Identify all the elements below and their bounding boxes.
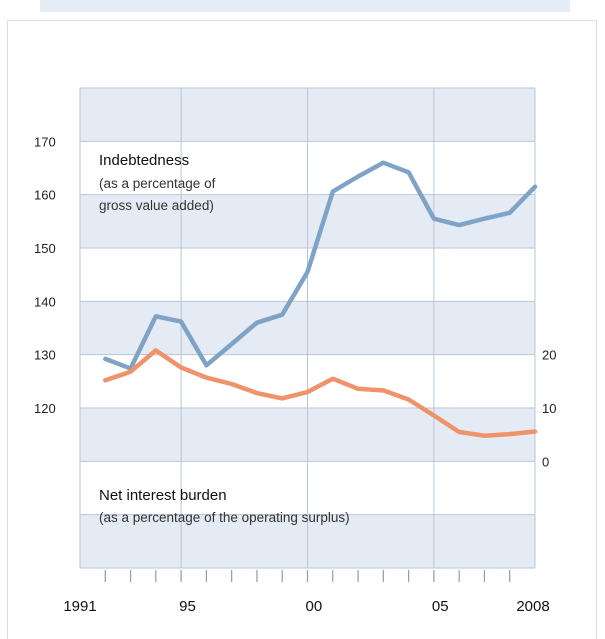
chart-grid [79, 87, 536, 569]
right-tick-label: 10 [542, 401, 556, 416]
series-subtitle-indebtedness-line2: gross value added) [99, 198, 214, 213]
left-tick-label: 120 [34, 401, 56, 416]
left-tick-label: 150 [34, 241, 56, 256]
x-tick-label: 1991 [63, 598, 96, 615]
x-tick-label: 05 [432, 598, 449, 615]
left-tick-label: 140 [34, 294, 56, 309]
right-tick-label: 20 [542, 348, 556, 363]
left-tick-label: 170 [34, 134, 56, 149]
series-label-net-interest: Net interest burden [99, 487, 227, 504]
right-tick-label: 0 [542, 454, 549, 469]
x-tick-label: 2008 [516, 598, 549, 615]
left-tick-label: 130 [34, 348, 56, 363]
left-tick-label: 160 [34, 188, 56, 203]
series-line-1 [103, 348, 538, 438]
series-line-0 [103, 160, 538, 371]
right-axis-ticks: 0 10 20 [542, 348, 556, 470]
x-tick-label: 00 [306, 598, 323, 615]
series-subtitle-indebtedness-line1: (as a percentage of [99, 176, 216, 191]
x-tick-label: 95 [179, 598, 196, 615]
series-subtitle-net-interest: (as a percentage of the operating surplu… [99, 510, 350, 525]
series-label-indebtedness: Indebtedness [99, 152, 189, 169]
chart-series [103, 160, 538, 438]
top-header-strip [40, 0, 570, 12]
left-axis-ticks: 120 130 140 150 160 170 [34, 134, 56, 416]
x-axis-ticks: 1991 95 00 05 2008 [63, 570, 550, 615]
